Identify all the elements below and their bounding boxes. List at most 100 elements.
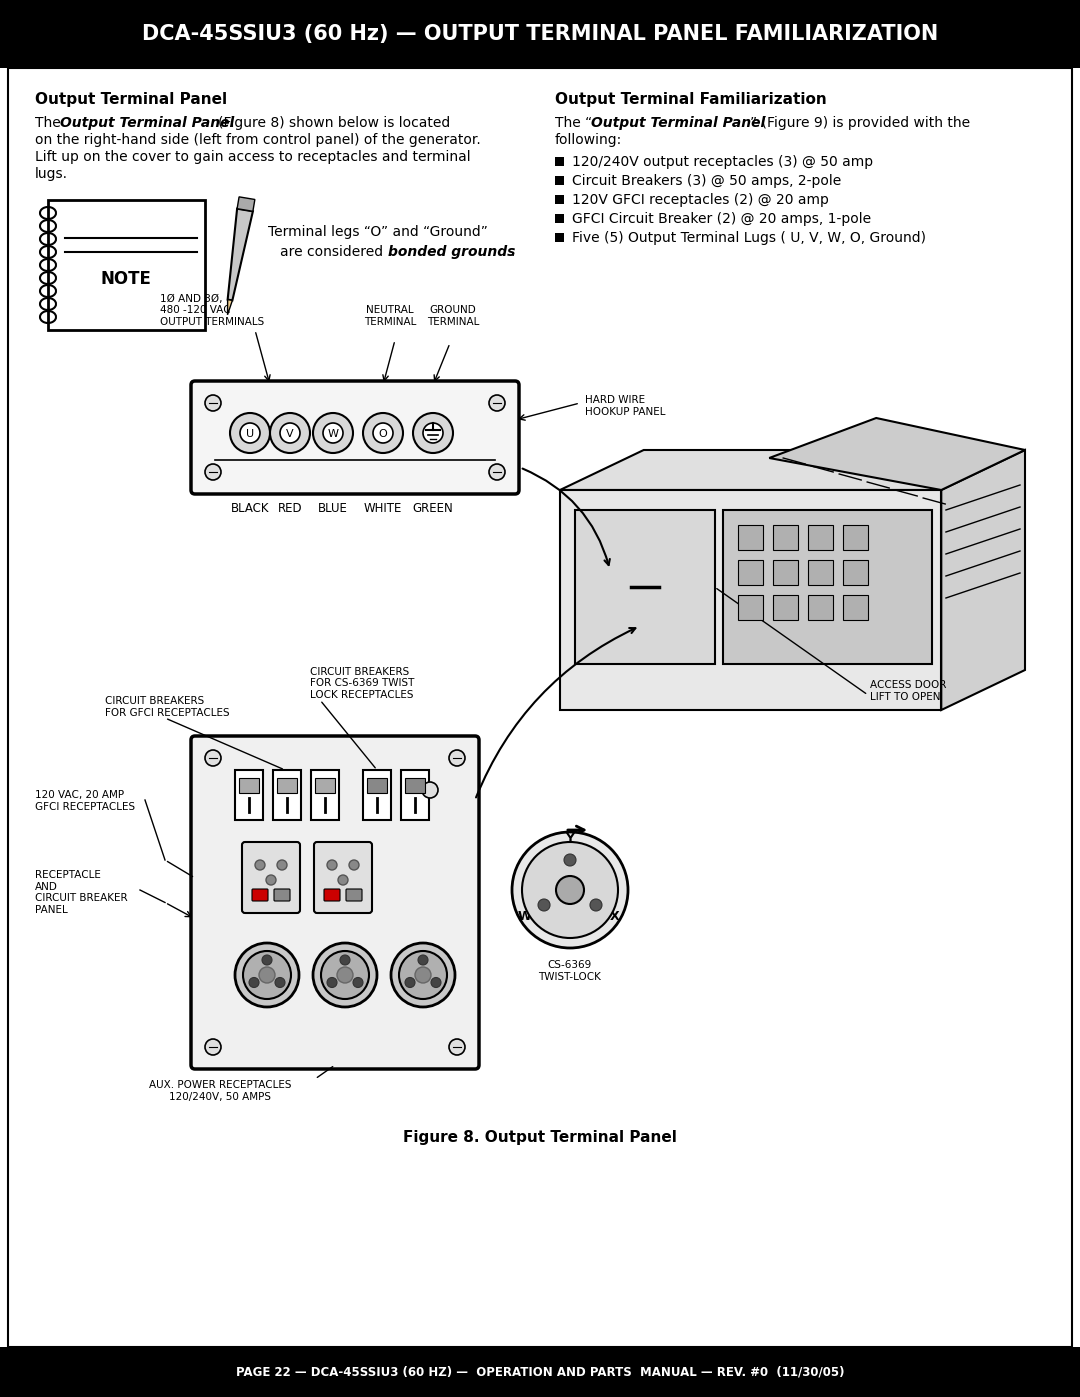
- Polygon shape: [561, 490, 942, 710]
- Circle shape: [327, 861, 337, 870]
- Text: 120/240V output receptacles (3) @ 50 amp: 120/240V output receptacles (3) @ 50 amp: [572, 155, 873, 169]
- Text: GREEN: GREEN: [413, 502, 454, 515]
- Text: NOTE: NOTE: [100, 270, 151, 288]
- FancyBboxPatch shape: [273, 770, 301, 820]
- Text: BLACK: BLACK: [231, 502, 269, 515]
- Text: Circuit Breakers (3) @ 50 amps, 2-pole: Circuit Breakers (3) @ 50 amps, 2-pole: [572, 175, 841, 189]
- FancyBboxPatch shape: [363, 770, 391, 820]
- FancyBboxPatch shape: [773, 560, 798, 585]
- Circle shape: [405, 978, 415, 988]
- Text: ACCESS DOOR
LIFT TO OPEN: ACCESS DOOR LIFT TO OPEN: [870, 680, 946, 701]
- Text: Y: Y: [566, 831, 575, 845]
- Circle shape: [270, 414, 310, 453]
- FancyBboxPatch shape: [48, 200, 205, 330]
- Text: DCA-45SSIU3 (60 Hz) — OUTPUT TERMINAL PANEL FAMILIARIZATION: DCA-45SSIU3 (60 Hz) — OUTPUT TERMINAL PA…: [141, 24, 939, 43]
- FancyBboxPatch shape: [191, 381, 519, 495]
- Text: lugs.: lugs.: [35, 168, 68, 182]
- Circle shape: [338, 875, 348, 886]
- Circle shape: [327, 978, 337, 988]
- Circle shape: [337, 967, 353, 983]
- FancyBboxPatch shape: [555, 196, 564, 204]
- Circle shape: [230, 414, 270, 453]
- Circle shape: [399, 951, 447, 999]
- FancyBboxPatch shape: [738, 525, 762, 550]
- Circle shape: [240, 423, 260, 443]
- FancyBboxPatch shape: [0, 1347, 1080, 1397]
- Circle shape: [512, 833, 627, 949]
- Circle shape: [422, 782, 438, 798]
- Text: PAGE 22 — DCA-45SSIU3 (60 HZ) —  OPERATION AND PARTS  MANUAL — REV. #0  (11/30/0: PAGE 22 — DCA-45SSIU3 (60 HZ) — OPERATIO…: [235, 1365, 845, 1379]
- FancyBboxPatch shape: [191, 736, 480, 1069]
- FancyBboxPatch shape: [252, 888, 268, 901]
- Circle shape: [418, 956, 428, 965]
- FancyBboxPatch shape: [773, 525, 798, 550]
- FancyBboxPatch shape: [314, 842, 372, 914]
- FancyBboxPatch shape: [555, 176, 564, 184]
- Polygon shape: [769, 418, 1025, 490]
- Polygon shape: [238, 197, 255, 211]
- FancyBboxPatch shape: [311, 770, 339, 820]
- Text: BLUE: BLUE: [319, 502, 348, 515]
- Circle shape: [323, 423, 343, 443]
- Circle shape: [522, 842, 618, 937]
- Circle shape: [353, 978, 363, 988]
- FancyBboxPatch shape: [555, 156, 564, 166]
- FancyBboxPatch shape: [0, 0, 1080, 68]
- Circle shape: [415, 967, 431, 983]
- FancyBboxPatch shape: [808, 560, 833, 585]
- Circle shape: [423, 423, 443, 443]
- Text: CS-6369
TWIST-LOCK: CS-6369 TWIST-LOCK: [539, 960, 602, 982]
- Text: .: .: [510, 244, 514, 258]
- FancyBboxPatch shape: [738, 560, 762, 585]
- FancyBboxPatch shape: [274, 888, 291, 901]
- Circle shape: [276, 861, 287, 870]
- Text: X: X: [610, 909, 620, 922]
- Text: NEUTRAL
TERMINAL: NEUTRAL TERMINAL: [364, 306, 416, 327]
- Text: bonded grounds: bonded grounds: [388, 244, 515, 258]
- Circle shape: [431, 978, 441, 988]
- Circle shape: [205, 1039, 221, 1055]
- FancyBboxPatch shape: [346, 888, 362, 901]
- Text: 120 VAC, 20 AMP
GFCI RECEPTACLES: 120 VAC, 20 AMP GFCI RECEPTACLES: [35, 789, 135, 812]
- Text: Terminal legs “O” and “Ground”: Terminal legs “O” and “Ground”: [268, 225, 488, 239]
- Polygon shape: [228, 299, 232, 314]
- Circle shape: [449, 1039, 465, 1055]
- Polygon shape: [561, 450, 1025, 490]
- Circle shape: [321, 951, 369, 999]
- Circle shape: [313, 943, 377, 1007]
- Circle shape: [266, 875, 276, 886]
- Text: W: W: [518, 909, 531, 922]
- Text: RECEPTACLE
AND
CIRCUIT BREAKER
PANEL: RECEPTACLE AND CIRCUIT BREAKER PANEL: [35, 870, 127, 915]
- Text: Output Terminal Panel: Output Terminal Panel: [591, 116, 766, 130]
- Text: Figure 8. Output Terminal Panel: Figure 8. Output Terminal Panel: [403, 1130, 677, 1146]
- FancyBboxPatch shape: [324, 888, 340, 901]
- Text: are considered: are considered: [280, 244, 388, 258]
- FancyBboxPatch shape: [842, 595, 867, 620]
- Text: W: W: [327, 429, 338, 439]
- FancyBboxPatch shape: [555, 233, 564, 242]
- FancyBboxPatch shape: [276, 778, 297, 793]
- Text: GFCI Circuit Breaker (2) @ 20 amps, 1-pole: GFCI Circuit Breaker (2) @ 20 amps, 1-po…: [572, 212, 872, 226]
- Text: The: The: [35, 116, 65, 130]
- Polygon shape: [942, 450, 1025, 710]
- Text: RED: RED: [278, 502, 302, 515]
- Text: CIRCUIT BREAKERS
FOR GFCI RECEPTACLES: CIRCUIT BREAKERS FOR GFCI RECEPTACLES: [105, 696, 230, 718]
- Text: 120V GFCI receptacles (2) @ 20 amp: 120V GFCI receptacles (2) @ 20 amp: [572, 193, 828, 207]
- Circle shape: [259, 967, 275, 983]
- FancyBboxPatch shape: [808, 525, 833, 550]
- Text: V: V: [286, 429, 294, 439]
- Text: Output Terminal Panel: Output Terminal Panel: [35, 92, 227, 108]
- Text: WHITE: WHITE: [364, 502, 402, 515]
- Circle shape: [489, 395, 505, 411]
- FancyBboxPatch shape: [242, 842, 300, 914]
- Circle shape: [449, 750, 465, 766]
- Text: on the right-hand side (left from control panel) of the generator.: on the right-hand side (left from contro…: [35, 133, 481, 147]
- Circle shape: [313, 414, 353, 453]
- Circle shape: [249, 978, 259, 988]
- FancyBboxPatch shape: [405, 778, 426, 793]
- Circle shape: [235, 943, 299, 1007]
- Circle shape: [205, 395, 221, 411]
- Circle shape: [538, 900, 550, 911]
- Circle shape: [205, 750, 221, 766]
- FancyBboxPatch shape: [367, 778, 387, 793]
